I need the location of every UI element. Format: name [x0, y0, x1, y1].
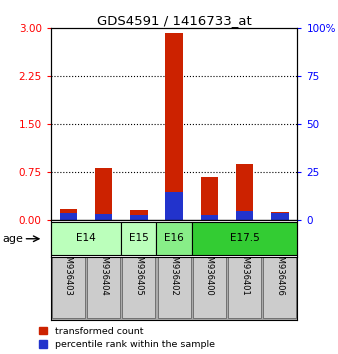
Bar — [59, 209, 77, 221]
FancyBboxPatch shape — [121, 222, 156, 255]
Text: E15: E15 — [129, 233, 149, 243]
Bar — [271, 213, 289, 221]
Legend: transformed count, percentile rank within the sample: transformed count, percentile rank withi… — [39, 326, 215, 349]
Bar — [236, 164, 254, 221]
FancyBboxPatch shape — [192, 222, 297, 255]
Bar — [95, 168, 112, 221]
Text: age: age — [3, 234, 24, 244]
Bar — [59, 213, 77, 221]
Bar — [165, 192, 183, 221]
Title: GDS4591 / 1416733_at: GDS4591 / 1416733_at — [97, 14, 251, 27]
Bar — [200, 177, 218, 221]
Bar — [95, 214, 112, 221]
Text: E17.5: E17.5 — [230, 233, 260, 243]
Bar — [200, 215, 218, 221]
FancyBboxPatch shape — [51, 222, 121, 255]
Bar — [236, 211, 254, 221]
Bar — [165, 33, 183, 221]
Text: E14: E14 — [76, 233, 96, 243]
FancyBboxPatch shape — [156, 222, 192, 255]
Bar — [130, 210, 148, 221]
Text: E16: E16 — [164, 233, 184, 243]
Bar — [271, 212, 289, 221]
Bar — [130, 215, 148, 221]
